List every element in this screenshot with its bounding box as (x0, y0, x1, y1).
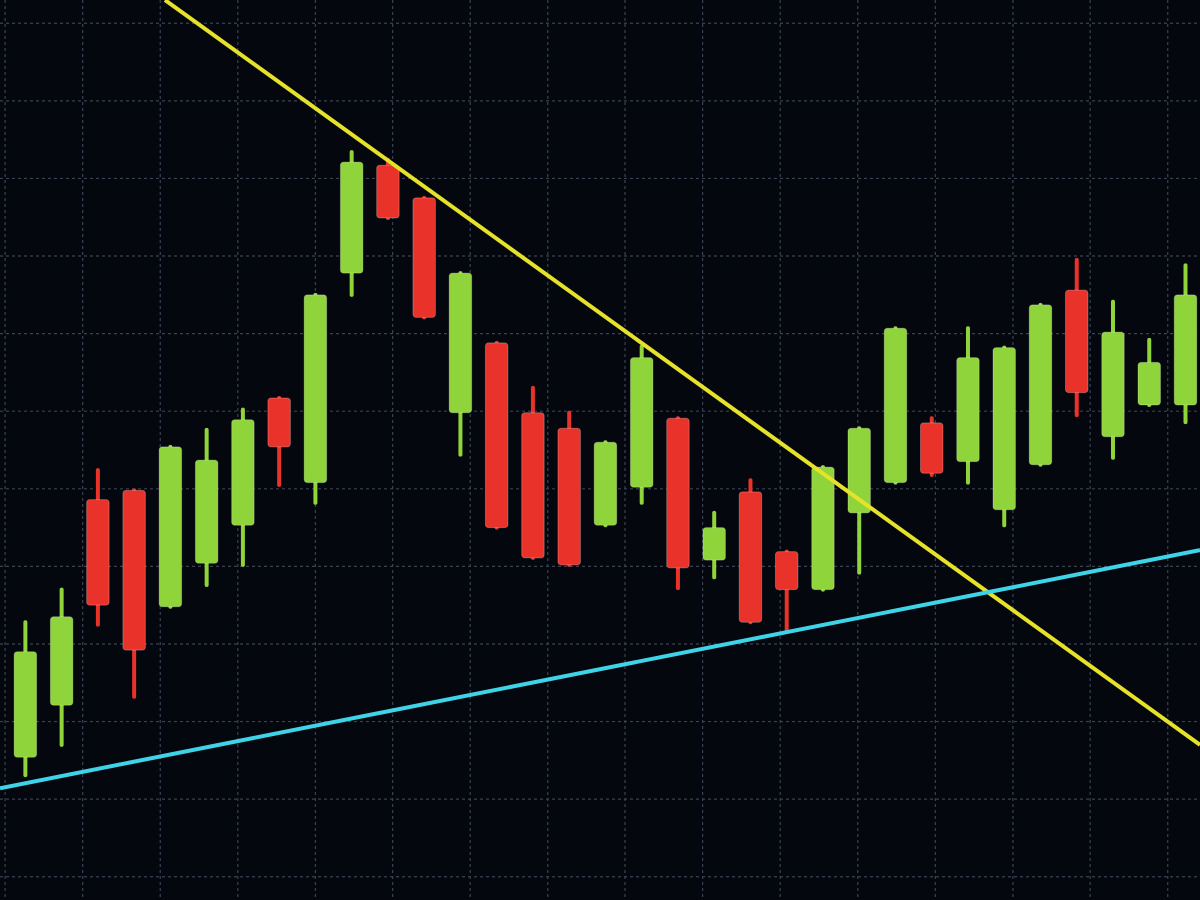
candle-body (231, 419, 255, 526)
candle-body (1137, 361, 1161, 406)
candle-body (992, 347, 1016, 511)
candle-body (13, 651, 38, 758)
candle-body (738, 491, 763, 623)
candle-body (702, 527, 726, 561)
candle-body (303, 294, 328, 484)
candle-body (158, 446, 183, 608)
candle-body (557, 427, 581, 566)
candle-body (412, 197, 436, 318)
candle-body (883, 327, 908, 484)
candle-body (49, 616, 74, 706)
trendline (0, 548, 1200, 791)
candle-body (122, 489, 146, 651)
candle-body (1173, 294, 1198, 406)
candle-body (339, 161, 364, 274)
candle-body (847, 427, 871, 514)
candle-body (194, 459, 219, 564)
candle-body (593, 441, 618, 526)
candle-body (376, 164, 400, 219)
candle-body (919, 422, 944, 474)
candle-body (521, 412, 545, 559)
candle-body (448, 272, 473, 414)
candle-body (774, 551, 799, 591)
candle-body (1028, 304, 1053, 466)
candle-body (86, 499, 110, 606)
candle-body (1064, 289, 1089, 394)
trendline (163, 0, 1200, 747)
candle-body (267, 397, 291, 448)
candle-body (956, 357, 980, 463)
candle-body (811, 466, 835, 591)
candle-body (484, 342, 509, 529)
candle-body (629, 357, 654, 488)
candle-body (666, 417, 690, 569)
candle-body (1101, 331, 1125, 438)
